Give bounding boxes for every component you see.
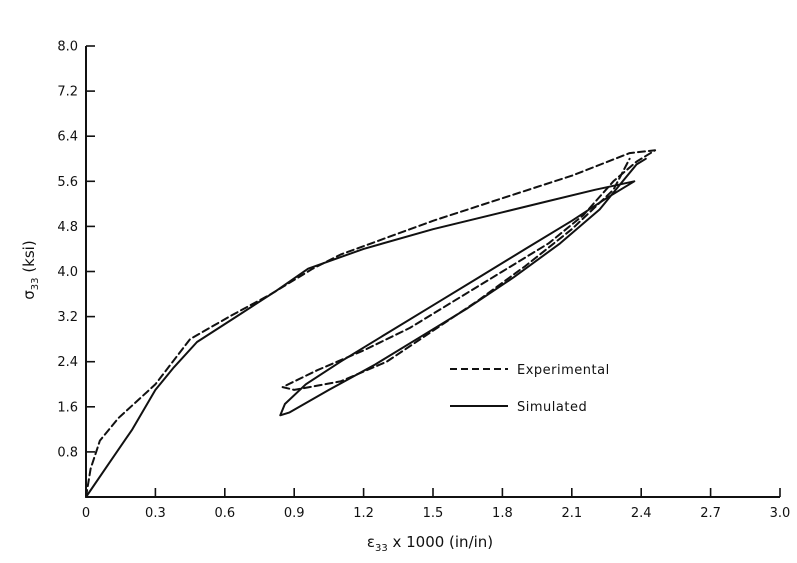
legend-label-experimental: Experimental [517,363,610,378]
x-tick-label: 0 [82,506,90,521]
y-tick-label: 7.2 [57,85,78,100]
x-axis-title-text: x 1000 (in/in) [388,533,493,551]
x-axis-title-subscript: 33 [375,543,388,554]
legend: Experimental Simulated [450,363,610,415]
series-layer [85,149,657,498]
y-tick-label: 1.6 [57,400,78,415]
series-line-experimental [85,149,657,498]
y-tick-label: 6.4 [57,130,78,145]
x-tick-label: 3.0 [770,506,791,521]
x-tick-label: 2.4 [631,506,652,521]
y-axis-title-text: (ksi) [20,240,38,277]
x-tick-label: 1.8 [492,506,513,521]
axes [85,46,780,498]
y-tick-label: 2.4 [57,355,78,370]
x-tick-label: 0.9 [284,506,305,521]
x-ticks: 0 0.3 0.6 0.9 1.2 1.5 1.8 2.1 2.4 2.7 3.0 [82,488,790,521]
series-line-simulated [85,157,647,498]
y-axis-title: σ33 (ksi) [20,240,41,299]
legend-label-simulated: Simulated [517,400,587,415]
x-tick-label: 0.6 [214,506,235,521]
x-axis-title: ε33 x 1000 (in/in) [367,533,493,554]
x-axis-title-symbol: ε [367,533,375,551]
x-tick-label: 1.2 [353,506,374,521]
y-tick-label: 3.2 [57,310,78,325]
x-tick-label: 2.7 [700,506,721,521]
y-tick-label: 4.8 [57,220,78,235]
x-tick-label: 1.5 [423,506,444,521]
y-tick-label: 5.6 [57,175,78,190]
x-tick-label: 0.3 [145,506,166,521]
y-axis-title-symbol: σ [20,290,38,300]
y-ticks: 0.8 1.6 2.4 3.2 4.0 4.8 5.6 6.4 7.2 8.0 [57,40,95,460]
y-tick-label: 4.0 [57,265,78,280]
y-axis-title-subscript: 33 [30,277,41,290]
x-tick-label: 2.1 [561,506,582,521]
y-tick-label: 8.0 [57,40,78,55]
y-tick-label: 0.8 [57,445,78,460]
